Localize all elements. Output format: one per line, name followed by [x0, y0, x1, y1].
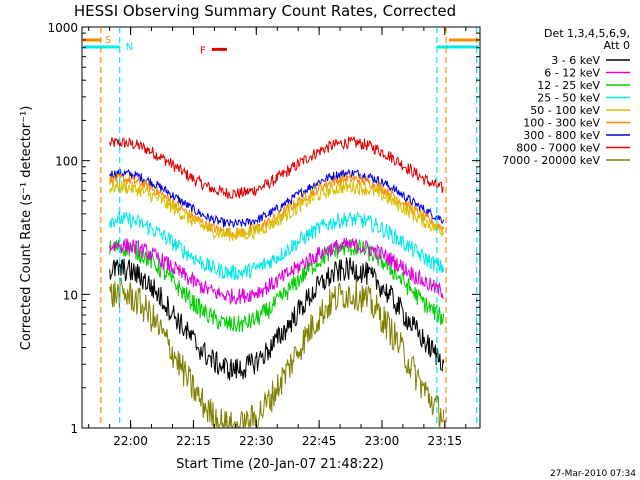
axis-layer: 22:00 22:15 22:30 22:45 23:00 23:15 1 10 100 1000	[47, 21, 480, 448]
y-tick-label: 1000	[47, 21, 78, 35]
series-line-7	[109, 257, 445, 381]
flare-label: F	[200, 45, 206, 56]
legend-entry-label: 25 - 50 keV	[537, 92, 600, 105]
series-line-4	[109, 211, 445, 281]
legend-entry-label: 50 - 100 keV	[530, 104, 600, 117]
plot-frame	[81, 26, 481, 429]
footer-timestamp: 27-Mar-2010 07:34	[550, 469, 636, 479]
x-tick-label: 23:15	[428, 434, 463, 448]
legend-header: Det 1,3,4,5,6,9,	[544, 27, 630, 40]
legend-entry-label: 12 - 25 keV	[537, 79, 600, 92]
y-tick-label: 1	[70, 422, 78, 436]
annotation-layer: SN F	[82, 27, 480, 428]
x-tick-label: 23:00	[365, 434, 400, 448]
y-tick-label: 100	[55, 155, 78, 169]
series-line-3	[109, 180, 445, 242]
x-tick-label: 22:15	[176, 434, 211, 448]
series-line-8	[109, 277, 445, 429]
legend-entry-label: 100 - 300 keV	[523, 117, 600, 130]
legend-header: Att 0	[604, 39, 630, 52]
x-tick-label: 22:00	[113, 434, 148, 448]
y-axis-label: Corrected Count Rate (s⁻¹ detector⁻¹)	[19, 106, 34, 351]
chart-title: HESSI Observing Summary Count Rates, Cor…	[74, 2, 456, 20]
saa-label: S	[105, 35, 111, 46]
x-tick-label: 22:30	[239, 434, 274, 448]
series-line-6	[109, 237, 444, 306]
x-axis-label: Start Time (20-Jan-07 21:48:22)	[176, 457, 384, 472]
legend-entry-label: 7000 - 20000 keV	[502, 154, 600, 167]
x-tick-label: 22:45	[302, 434, 337, 448]
night-label: N	[126, 42, 133, 53]
series-line-0	[109, 135, 445, 200]
legend-entry-label: 300 - 800 keV	[523, 129, 600, 142]
y-tick-label: 10	[63, 288, 78, 302]
series-layer	[109, 135, 445, 429]
plot-area-border	[81, 26, 481, 429]
series-line-1	[109, 168, 445, 229]
legend-entry-label: 800 - 7000 keV	[516, 142, 600, 155]
legend-entry-label: 6 - 12 keV	[544, 67, 600, 80]
legend-entry-label: 3 - 6 keV	[551, 54, 600, 67]
